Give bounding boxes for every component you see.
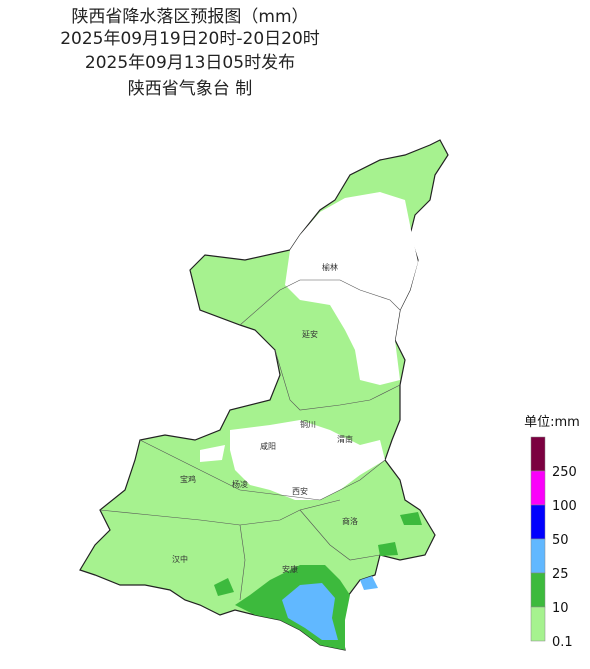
legend: 单位:mm 250 100 50 25 10 0.1 (524, 415, 580, 650)
city-label: 渭南 (337, 434, 353, 444)
legend-swatch (530, 504, 546, 540)
storm-area (282, 583, 338, 640)
city-label: 商洛 (342, 516, 358, 526)
title-line: 陕西省降水落区预报图（mm） (71, 7, 308, 27)
city-label: 延安 (302, 329, 318, 339)
city-label: 铜川 (300, 419, 316, 429)
city-label: 榆林 (322, 262, 338, 272)
heavy-rain-area (400, 512, 422, 525)
title-line: 陕西省气象台 制 (128, 79, 252, 99)
heavy-rain-area (378, 542, 398, 556)
legend-label: 250 (552, 465, 577, 480)
heavy-rain-area (214, 578, 234, 596)
city-label: 西安 (292, 486, 308, 496)
boundaries (99, 279, 401, 601)
title-line: 2025年09月13日05时发布 (85, 53, 295, 73)
legend-label: 10 (552, 601, 569, 616)
legend-swatch (530, 436, 546, 472)
legend-title: 单位:mm (524, 415, 580, 430)
legend-swatch (530, 606, 546, 642)
city-label: 杨凌 (232, 479, 248, 489)
title-line: 2025年09月19日20时-20日20时 (60, 29, 320, 49)
dry-area (285, 192, 418, 385)
storm-area (360, 576, 378, 590)
city-label: 安康 (282, 564, 298, 574)
legend-swatch (530, 572, 546, 608)
legend-label: 50 (552, 533, 569, 548)
header: 陕西省降水落区预报图（mm）2025年09月19日20时-20日20时 2025年… (60, 7, 320, 99)
city-label: 汉中 (172, 554, 188, 564)
legend-label: 0.1 (552, 635, 573, 650)
map (79, 139, 449, 651)
city-label: 咸阳 (260, 441, 276, 451)
legend-label: 25 (552, 567, 569, 582)
dry-area (200, 445, 225, 462)
legend-swatch (530, 470, 546, 506)
dry-area (230, 420, 385, 500)
legend-swatch (530, 538, 546, 574)
legend-label: 100 (552, 499, 577, 514)
city-label: 宝鸡 (180, 474, 196, 484)
